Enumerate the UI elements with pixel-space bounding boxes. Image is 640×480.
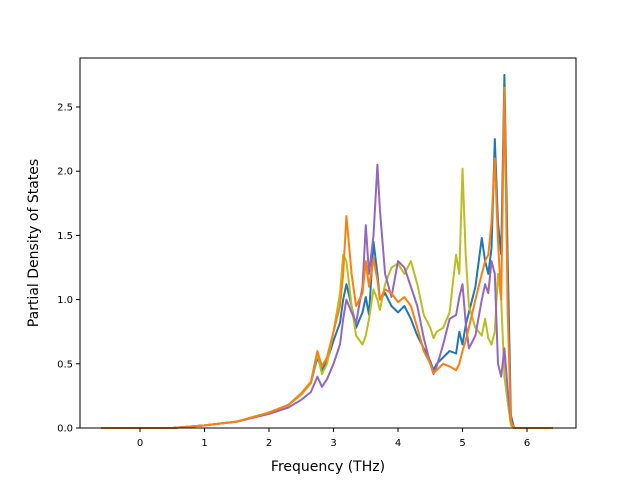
series-line-4	[101, 86, 553, 429]
y-tick-label: 0.0	[57, 424, 73, 435]
x-axis-title: Frequency (THz)	[271, 459, 385, 475]
y-tick-label: 0.5	[57, 359, 73, 370]
x-tick-label: 4	[395, 438, 401, 449]
x-axis: 0 1 2 3 4 5 6	[137, 428, 530, 449]
x-tick-label: 2	[266, 438, 272, 449]
y-tick-label: 2.0	[57, 167, 73, 178]
plot-area	[101, 73, 553, 429]
y-tick-label: 2.5	[57, 103, 73, 114]
y-tick-label: 1.0	[57, 295, 73, 306]
y-tick-label: 1.5	[57, 231, 73, 242]
y-axis: 0.0 0.5 1.0 1.5 2.0 2.5	[57, 103, 80, 435]
x-tick-label: 6	[524, 438, 530, 449]
y-axis-title: Partial Density of States	[26, 159, 42, 327]
x-tick-label: 3	[330, 438, 336, 449]
axes-frame	[79, 57, 577, 429]
x-tick-label: 1	[201, 438, 207, 449]
series-line-3	[101, 163, 553, 429]
x-tick-label: 5	[459, 438, 465, 449]
x-tick-label: 0	[137, 438, 143, 449]
